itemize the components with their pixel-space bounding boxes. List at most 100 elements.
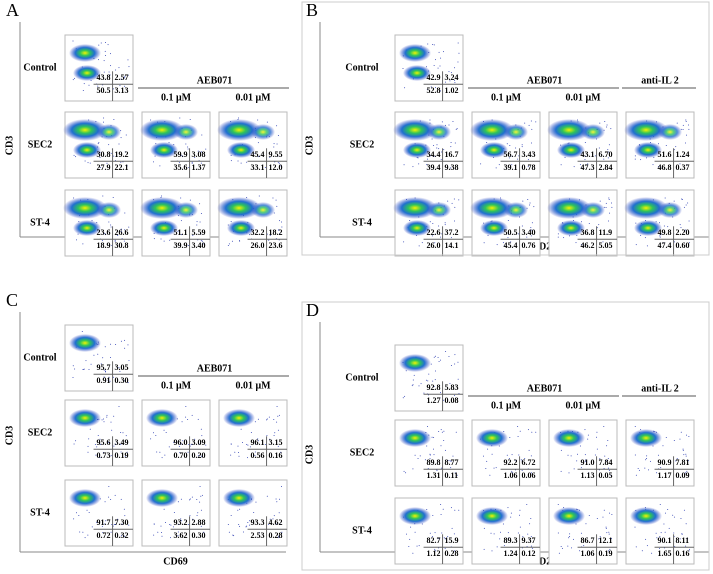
quadrant-value: 16.7 <box>445 150 459 159</box>
event-dot <box>239 525 241 527</box>
event-dot <box>440 159 442 161</box>
event-dot <box>521 144 523 146</box>
event-dot <box>603 158 605 160</box>
event-dot <box>432 43 434 45</box>
event-dot <box>451 202 453 204</box>
event-dot <box>608 469 610 471</box>
event-dot <box>114 240 116 242</box>
row-label: Control <box>345 62 378 73</box>
event-dot <box>524 122 526 124</box>
event-dot <box>250 431 252 433</box>
event-dot <box>254 152 256 154</box>
event-dot <box>681 198 683 200</box>
density-blob <box>217 197 261 219</box>
condition-label: 0.01 μM <box>235 92 271 103</box>
quadrant-value: 18.9 <box>97 241 111 250</box>
event-dot <box>443 149 445 151</box>
event-dot <box>444 547 446 549</box>
event-dot <box>187 451 189 453</box>
quadrant-value: 30.8 <box>115 241 129 250</box>
event-dot <box>584 429 586 431</box>
event-dot <box>115 344 117 346</box>
event-dot <box>634 155 636 157</box>
event-dot <box>187 146 189 148</box>
event-dot <box>273 419 275 421</box>
event-dot <box>432 448 434 450</box>
event-dot <box>529 523 531 525</box>
quadrant-value: 6.70 <box>599 150 613 159</box>
event-dot <box>126 165 128 167</box>
event-dot <box>434 370 436 372</box>
event-dot <box>169 239 171 241</box>
event-dot <box>607 149 609 151</box>
event-dot <box>483 242 485 244</box>
quadrant-value: 2.53 <box>251 531 265 540</box>
density-blob <box>73 220 101 236</box>
event-dot <box>598 538 600 540</box>
event-dot <box>101 419 103 421</box>
quadrant-value: 0.12 <box>522 549 536 558</box>
event-dot <box>509 437 511 439</box>
event-dot <box>230 454 232 456</box>
event-dot <box>454 220 456 222</box>
event-dot <box>279 523 281 525</box>
event-dot <box>97 353 99 355</box>
event-dot <box>480 163 482 165</box>
event-dot <box>644 237 646 239</box>
event-dot <box>74 368 76 370</box>
event-dot <box>238 524 240 526</box>
quadrant-value: 45.4 <box>504 241 518 250</box>
event-dot <box>588 515 590 517</box>
quadrant-value: 11.9 <box>599 228 613 237</box>
event-dot <box>667 226 669 228</box>
quadrant-value: 0.70 <box>174 451 188 460</box>
event-dot <box>268 524 270 526</box>
event-dot <box>646 455 648 457</box>
quadrant-value: 12.1 <box>599 536 613 545</box>
event-dot <box>652 164 654 166</box>
quadrant-value: 8.77 <box>445 458 459 467</box>
event-dot <box>170 524 172 526</box>
event-dot <box>607 220 609 222</box>
event-dot <box>180 498 182 500</box>
quadrant-value: 26.0 <box>427 241 441 250</box>
event-dot <box>160 238 162 240</box>
density-blob <box>630 507 662 525</box>
event-dot <box>435 550 437 552</box>
event-dot <box>580 244 582 246</box>
flow-plot: 51.1 5.59 39.9 3.40 <box>140 189 211 257</box>
density-blob <box>63 197 107 219</box>
event-dot <box>511 454 513 456</box>
event-dot <box>403 470 405 472</box>
event-dot <box>197 512 199 514</box>
event-dot <box>124 85 126 87</box>
event-dot <box>412 468 414 470</box>
event-dot <box>458 509 460 511</box>
quadrant-value: 89.3 <box>504 536 518 545</box>
event-dot <box>524 458 526 460</box>
event-dot <box>443 399 445 401</box>
event-dot <box>584 155 586 157</box>
event-dot <box>603 426 605 428</box>
density-blob <box>69 489 101 507</box>
event-dot <box>683 509 685 511</box>
event-dot <box>517 435 519 437</box>
event-dot <box>280 451 282 453</box>
event-dot <box>683 454 685 456</box>
event-dot <box>605 202 607 204</box>
event-dot <box>89 428 91 430</box>
event-dot <box>502 523 504 525</box>
event-dot <box>434 242 436 244</box>
event-dot <box>635 474 637 476</box>
quadrant-value: 5.59 <box>192 228 206 237</box>
event-dot <box>519 526 521 528</box>
density-blob <box>140 197 184 219</box>
event-dot <box>438 51 440 53</box>
quadrant-value: 92.2 <box>504 458 518 467</box>
event-dot <box>434 548 436 550</box>
quadrant-value: 12.0 <box>269 163 283 172</box>
event-dot <box>507 233 509 235</box>
quadrant-value: 0.37 <box>676 163 690 172</box>
quadrant-value: 42.9 <box>427 73 441 82</box>
event-dot <box>436 469 438 471</box>
